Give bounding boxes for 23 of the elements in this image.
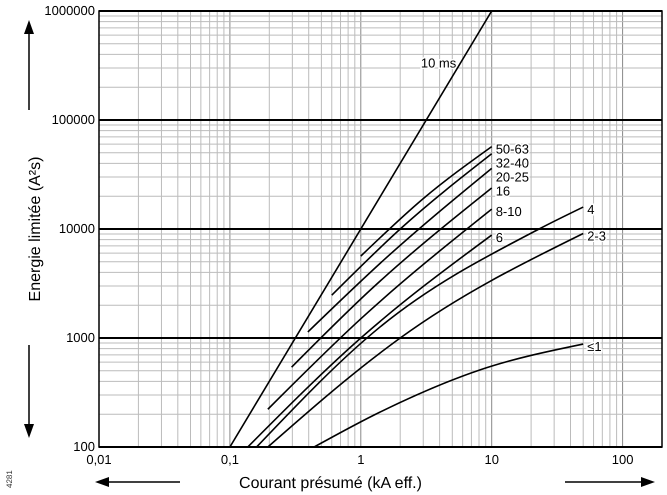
series-label: 50-63	[496, 142, 529, 157]
y-tick-label: 1000000	[44, 3, 95, 18]
text: 4281	[5, 470, 14, 488]
series-label: ≤1	[587, 339, 602, 354]
series-label: 2-3	[587, 228, 606, 244]
y-tick-label: 10000	[58, 221, 95, 236]
x-tick-label: 10	[484, 452, 499, 468]
y-axis-title: Energie limitée (A²s)	[27, 156, 44, 302]
x-tick-label: 0,1	[220, 452, 239, 468]
series-label: 20-25	[496, 170, 529, 185]
series-label: 16	[496, 184, 510, 199]
series-label: 6	[496, 230, 503, 246]
series-label: 8-10	[496, 204, 522, 220]
x-axis-title: Courant présumé (kA eff.)	[239, 475, 422, 492]
y-tick-label: 1000	[66, 330, 95, 346]
y-tick-label: 100000	[52, 112, 95, 128]
series-label: 32-40	[496, 156, 529, 171]
x-tick-label: 1	[357, 452, 364, 468]
x-tick-label: 0,01	[86, 452, 112, 468]
series-label: 10 ms	[420, 55, 457, 70]
x-tick-label: 100	[612, 452, 634, 468]
y-tick-label: 100	[73, 439, 95, 454]
series-label: 4	[587, 202, 594, 218]
